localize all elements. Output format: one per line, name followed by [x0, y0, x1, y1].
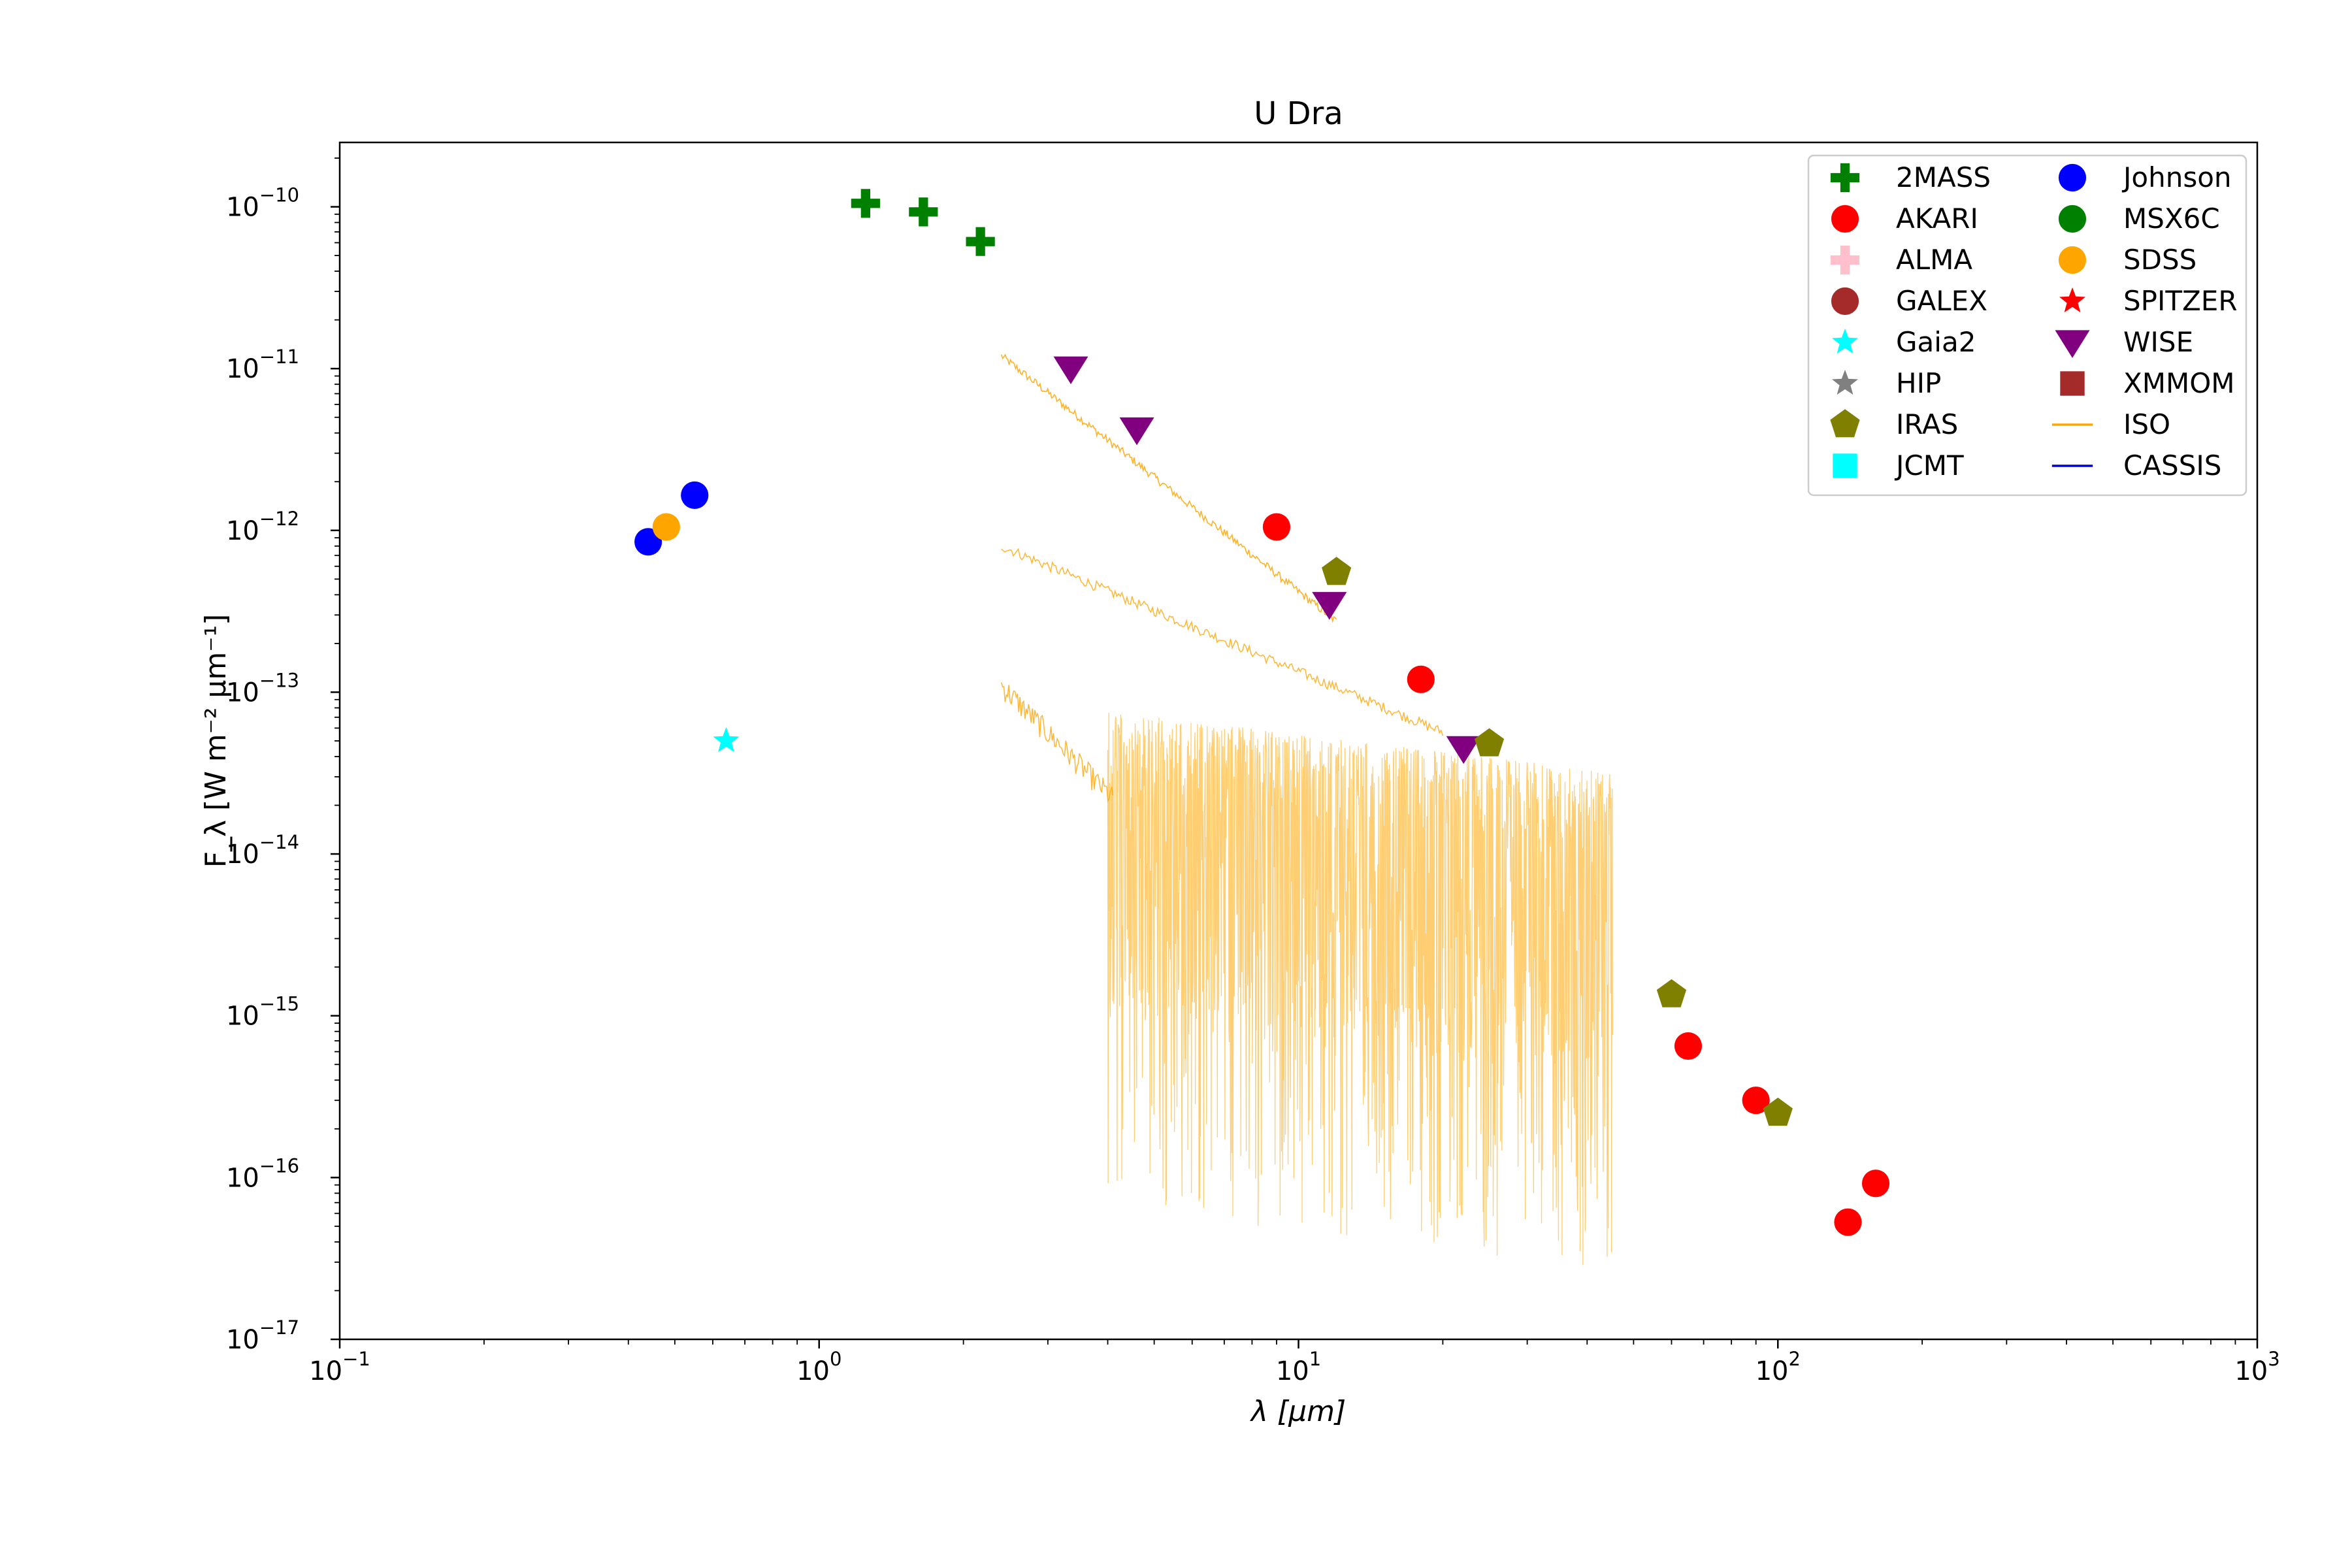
legend-label-jcmt: JCMT	[1894, 449, 1964, 482]
data-point-akari	[1407, 665, 1435, 693]
data-point-sdss	[652, 513, 680, 541]
data-point-2mass	[966, 227, 995, 256]
data-point-wise	[1312, 592, 1347, 620]
xmmom-legend-marker	[2060, 371, 2085, 396]
legend-label-msx6c: MSX6C	[2123, 203, 2220, 235]
msx6c-legend-marker	[2058, 204, 2087, 233]
legend-label-iras: IRAS	[1896, 408, 1958, 440]
legend-label-2mass: 2MASS	[1896, 161, 1991, 193]
legend-label-iso: ISO	[2123, 408, 2170, 440]
2mass-legend-marker	[1830, 163, 1860, 193]
data-point-wise	[1053, 356, 1088, 385]
legend-label-alma: ALMA	[1896, 244, 1972, 276]
legend-label-wise: WISE	[2123, 326, 2193, 358]
legend-label-spitzer: SPITZER	[2123, 285, 2238, 317]
alma-legend-marker	[1830, 245, 1860, 275]
akari-legend-marker	[1831, 204, 1859, 233]
y-axis-label: F_λ [W m⁻² μm⁻¹]	[199, 614, 233, 868]
legend-label-xmmom: XMMOM	[2123, 367, 2235, 399]
chart-title: U Dra	[1254, 95, 1343, 132]
galex-legend-marker	[1831, 287, 1859, 316]
legend-label-johnson: Johnson	[2121, 161, 2232, 193]
legend-label-gaia2: Gaia2	[1896, 326, 1976, 358]
iso-spectrum-noisy	[1107, 712, 1613, 1266]
data-point-iras	[1763, 1098, 1793, 1126]
legend-label-galex: GALEX	[1896, 285, 1987, 317]
legend-label-cassis: CASSIS	[2123, 449, 2221, 482]
data-point-iras	[1656, 979, 1687, 1007]
data-point-akari	[1861, 1169, 1890, 1198]
legend-label-akari: AKARI	[1896, 203, 1978, 235]
data-point-akari	[1742, 1086, 1770, 1115]
gaia2-legend-marker	[1832, 328, 1858, 354]
data-point-johnson	[681, 481, 709, 510]
data-point-wise	[1446, 736, 1481, 764]
legend-label-sdss: SDSS	[2123, 244, 2197, 276]
iso-spectrum-layer	[1000, 353, 1613, 1266]
wise-legend-marker	[2055, 330, 2090, 358]
iras-legend-marker	[1830, 409, 1860, 438]
data-points-layer	[634, 189, 1890, 1236]
legend-box	[1807, 154, 2247, 497]
legend: 2MASS AKARI ALMA GALEX Gaia2 HIP IRAS JCMT Johns…	[1807, 154, 2247, 497]
data-point-wise	[1119, 417, 1154, 446]
legend-label-hip: HIP	[1896, 367, 1941, 399]
sdss-legend-marker	[2058, 246, 2087, 274]
data-point-iras	[1322, 557, 1352, 585]
data-point-akari	[1674, 1032, 1703, 1060]
data-point-2mass	[909, 197, 938, 227]
data-point-akari	[1834, 1208, 1862, 1236]
data-point-akari	[1262, 513, 1291, 541]
data-point-2mass	[851, 189, 880, 218]
johnson-legend-marker	[2058, 163, 2087, 192]
iso-spectrum-upper	[1000, 353, 1337, 623]
hip-legend-marker	[1832, 369, 1858, 395]
iso-spectrum-lower	[1000, 682, 1114, 803]
spitzer-legend-marker	[2059, 287, 2085, 313]
jcmt-legend-marker	[1833, 453, 1857, 478]
iso-spectrum-middle	[1001, 547, 1444, 736]
data-point-iras	[1474, 728, 1505, 757]
data-point-gaia2	[713, 727, 740, 753]
x-axis-label: λ [μm]	[1250, 1395, 1346, 1428]
